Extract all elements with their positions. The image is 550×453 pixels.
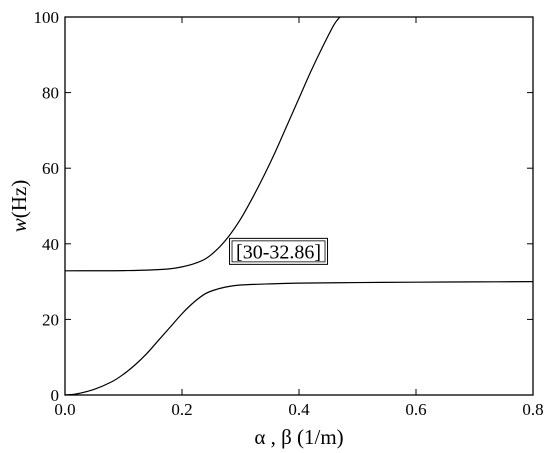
x-tick-label: 0.6 <box>405 400 426 419</box>
x-tick-label: 0.0 <box>54 400 75 419</box>
y-axis-title: w(Hz) <box>7 180 31 233</box>
x-tick-label: 0.8 <box>522 400 543 419</box>
series-line-1 <box>64 16 341 272</box>
annotation-label: [30-32.86] <box>236 241 321 263</box>
plot-frame <box>64 16 534 396</box>
x-tick-label: 0.4 <box>288 400 310 419</box>
series-line-2 <box>64 281 534 396</box>
curves <box>64 16 534 396</box>
y-tick-label: 20 <box>42 310 59 329</box>
y-tick-label: 80 <box>42 84 59 103</box>
y-tick-label: 0 <box>51 386 60 405</box>
y-axis-title-symbol: w <box>7 218 31 232</box>
y-tick-label: 100 <box>34 8 60 27</box>
y-tick-label: 60 <box>42 159 59 178</box>
y-axis-title-unit: (Hz) <box>7 180 31 218</box>
tick-labels: 0.0 0.2 0.4 0.6 0.8 0 20 40 60 80 100 <box>34 8 544 419</box>
x-tick-label: 0.2 <box>171 400 192 419</box>
annotation-box-inner <box>231 240 326 263</box>
annotation-box <box>229 237 329 265</box>
ticks <box>64 16 534 396</box>
x-axis-title: α , β (1/m) <box>254 425 343 449</box>
y-tick-label: 40 <box>42 235 59 254</box>
annotation-box-group: [30-32.86] <box>229 237 329 265</box>
